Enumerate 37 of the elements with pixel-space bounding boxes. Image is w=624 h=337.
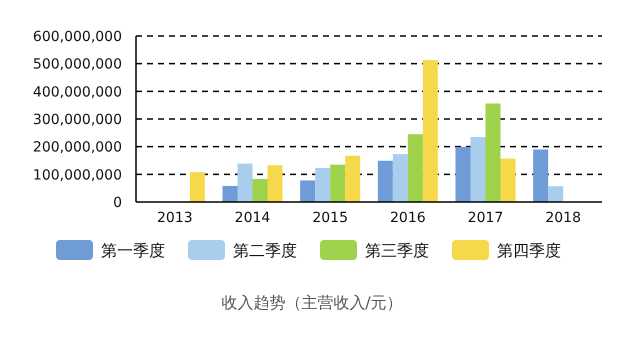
bar [238,164,252,202]
bar [222,186,238,202]
text: 收入趋势（主营收入/元） [221,293,403,312]
y-tick-label: 500,000,000 [32,56,122,73]
y-tick-label: 600,000,000 [32,29,122,45]
bar [300,180,316,202]
x-tick-label: 2013 [157,210,193,226]
y-tick-label: 100,000,000 [32,167,122,184]
bar [190,172,205,202]
x-tick-label: 2018 [545,210,581,226]
bar [456,146,470,202]
bar [486,104,500,202]
bar [470,136,486,202]
bar [330,164,346,202]
x-tick-label: 2017 [468,210,504,226]
legend-label: 第二季度 [233,241,297,260]
y-tick-label: 0 [113,195,122,211]
legend-label: 第一季度 [101,241,165,260]
legend-label: 第四季度 [497,241,561,260]
x-tick-label: 2014 [234,210,270,226]
bar [345,156,360,202]
y-tick-label: 200,000,000 [32,140,122,156]
bar [392,154,408,202]
y-tick-label: 400,000,000 [32,84,122,100]
bar [548,186,564,202]
bar [268,165,282,202]
y-tick-label: 300,000,000 [32,112,122,128]
bar [378,160,393,202]
legend-label: 第三季度 [365,241,429,260]
bar [408,134,423,202]
x-tick-label: 2015 [312,210,348,226]
bar [422,60,438,202]
bar [500,158,516,202]
bar [315,168,330,202]
bar [533,149,548,202]
x-tick-label: 2016 [390,210,426,226]
bar [252,179,268,202]
